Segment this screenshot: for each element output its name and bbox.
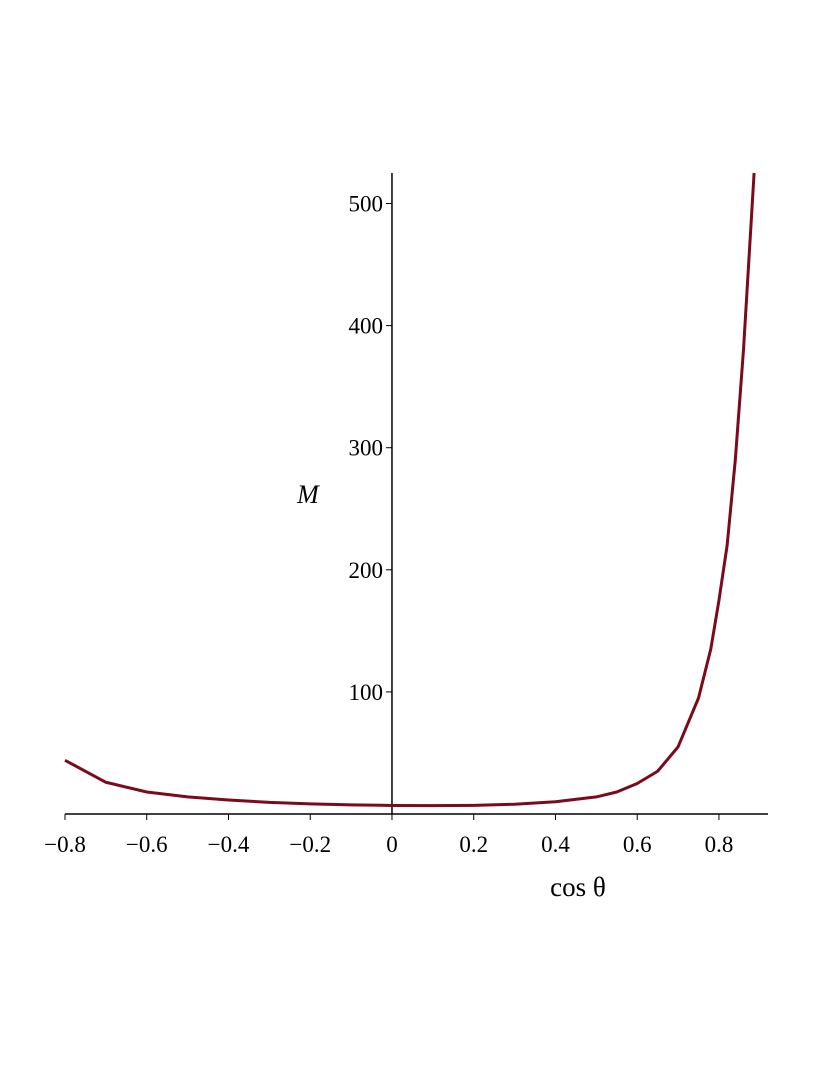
y-tick-label: 100 [348, 680, 383, 705]
x-tick-label: 0.2 [459, 832, 488, 857]
x-tick-label: 0.4 [541, 832, 570, 857]
x-tick-label: −0.6 [126, 832, 168, 857]
y-tick-label: 500 [348, 192, 383, 217]
x-tick-label: 0.8 [705, 832, 734, 857]
x-tick-label: 0 [386, 832, 398, 857]
x-tick-label: −0.4 [208, 832, 250, 857]
y-tick-label: 300 [348, 436, 383, 461]
x-tick-label: −0.2 [289, 832, 331, 857]
y-axis-label: M [296, 480, 320, 509]
x-tick-label: −0.8 [44, 832, 86, 857]
y-tick-label: 200 [348, 558, 383, 583]
x-tick-label: 0.6 [623, 832, 652, 857]
y-tick-label: 400 [348, 314, 383, 339]
data-line [64, 172, 756, 808]
x-axis-label: cos θ [550, 872, 606, 902]
